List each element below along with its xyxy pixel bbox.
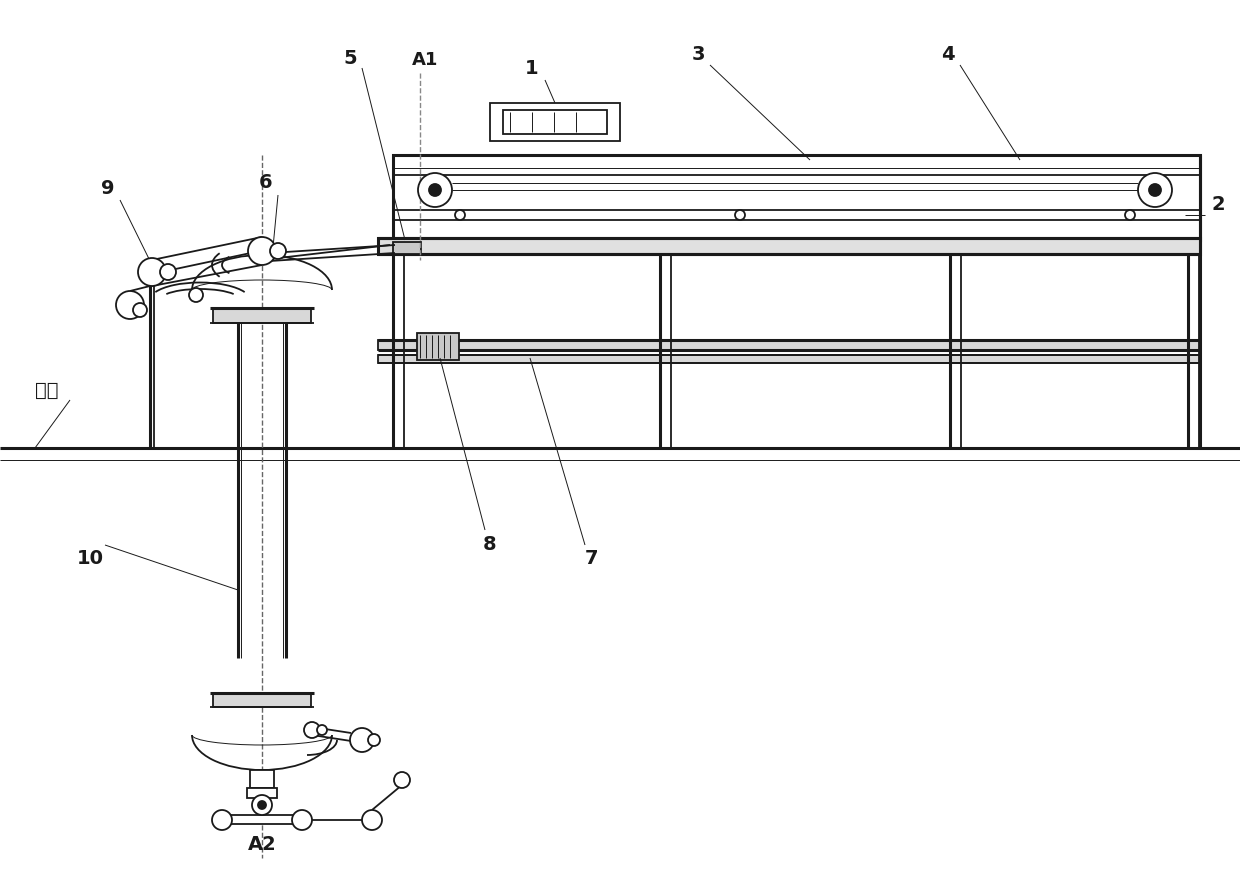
Bar (417, 333, 459, 360)
Bar (213, 308, 311, 323)
Text: A1: A1 (412, 51, 438, 69)
Circle shape (258, 801, 267, 809)
Bar (378, 238, 1200, 254)
Circle shape (1149, 184, 1161, 196)
Circle shape (429, 184, 441, 196)
Text: 10: 10 (77, 549, 103, 567)
Circle shape (317, 725, 327, 735)
Circle shape (1138, 173, 1172, 207)
Circle shape (138, 258, 166, 286)
Circle shape (291, 810, 312, 830)
Text: 9: 9 (102, 178, 115, 198)
Bar (393, 155, 1200, 240)
Circle shape (1125, 210, 1135, 220)
Text: 2: 2 (1211, 196, 1225, 214)
Text: 5: 5 (343, 48, 357, 67)
Circle shape (212, 810, 232, 830)
Bar (213, 693, 311, 707)
Circle shape (735, 210, 745, 220)
Circle shape (455, 210, 465, 220)
Text: 1: 1 (526, 59, 539, 78)
Bar (490, 103, 620, 141)
Circle shape (188, 288, 203, 302)
Bar (503, 110, 608, 134)
Text: 8: 8 (484, 535, 497, 553)
Text: 6: 6 (259, 174, 273, 192)
Circle shape (160, 264, 176, 280)
Circle shape (418, 173, 453, 207)
Circle shape (368, 734, 379, 746)
Circle shape (304, 722, 320, 738)
Circle shape (248, 237, 277, 265)
Circle shape (270, 243, 286, 259)
Bar (393, 242, 422, 254)
Circle shape (394, 772, 410, 788)
Circle shape (252, 795, 272, 815)
Text: 地面: 地面 (35, 380, 58, 399)
Circle shape (350, 728, 374, 752)
Text: A2: A2 (248, 836, 277, 855)
Bar (247, 788, 277, 798)
Bar (378, 340, 1200, 350)
Text: 4: 4 (941, 45, 955, 65)
Text: 7: 7 (585, 549, 599, 567)
Circle shape (117, 291, 144, 319)
Text: 3: 3 (691, 45, 704, 65)
Circle shape (259, 252, 265, 258)
Circle shape (362, 810, 382, 830)
Bar (250, 770, 274, 788)
Bar (222, 815, 303, 824)
Circle shape (133, 303, 148, 317)
Circle shape (254, 247, 270, 263)
Bar (378, 355, 1200, 363)
